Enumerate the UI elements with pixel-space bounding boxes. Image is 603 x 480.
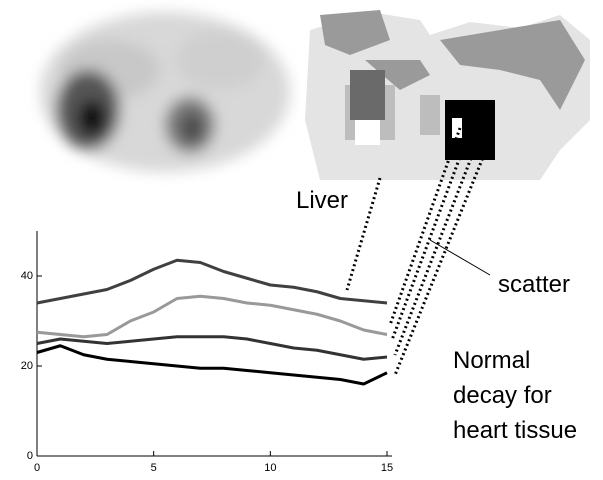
annotation: scatter	[498, 271, 570, 298]
series-line	[36, 335, 388, 361]
x-tick-label: 0	[34, 462, 40, 474]
x-tick-label: 15	[381, 462, 393, 474]
x-tick-label: 5	[151, 462, 157, 474]
annotation: Liver	[296, 187, 348, 214]
annotation: decay for	[453, 382, 552, 409]
x-tick-label: 10	[264, 462, 276, 474]
annotation: heart tissue	[453, 417, 577, 444]
series-line	[36, 294, 388, 339]
annotation: Normal	[453, 347, 530, 374]
y-tick-label: 40	[21, 270, 33, 282]
pointer-lines	[345, 127, 492, 376]
series-line	[36, 344, 388, 386]
scatter-pointer	[429, 239, 491, 276]
series-line	[36, 258, 388, 305]
y-tick-label: 20	[21, 360, 33, 372]
scan-image	[35, 5, 295, 180]
plot: 0 20 40 0 5 10 15	[21, 231, 393, 474]
y-tick-label: 0	[27, 450, 33, 462]
segmentation-image	[300, 5, 600, 183]
